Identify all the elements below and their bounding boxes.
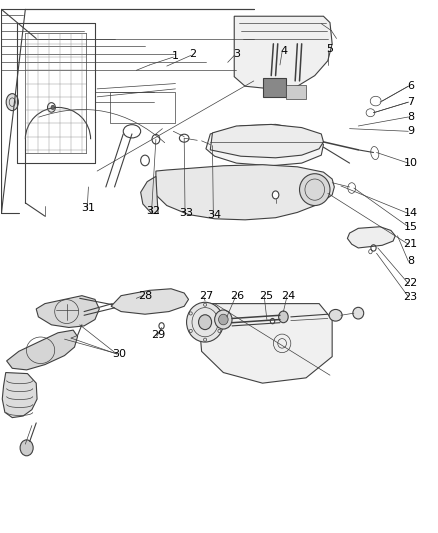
Ellipse shape — [159, 322, 164, 329]
Ellipse shape — [353, 308, 364, 319]
Text: 10: 10 — [403, 158, 417, 168]
Bar — [110, 92, 176, 123]
Polygon shape — [210, 124, 323, 158]
Text: 4: 4 — [281, 46, 288, 56]
Text: 8: 8 — [407, 112, 414, 122]
Polygon shape — [199, 304, 332, 383]
Text: 25: 25 — [259, 290, 273, 301]
Ellipse shape — [300, 174, 330, 206]
Text: 23: 23 — [403, 292, 417, 302]
Text: 32: 32 — [146, 206, 160, 216]
Polygon shape — [206, 124, 323, 166]
Ellipse shape — [187, 302, 223, 342]
Polygon shape — [234, 16, 332, 89]
Text: 6: 6 — [407, 81, 414, 91]
Bar — [286, 85, 306, 100]
Ellipse shape — [20, 440, 33, 456]
Polygon shape — [36, 296, 99, 327]
Polygon shape — [2, 373, 37, 418]
Text: 7: 7 — [407, 97, 414, 107]
Ellipse shape — [215, 310, 232, 329]
Text: 3: 3 — [233, 50, 240, 59]
Text: 5: 5 — [326, 44, 333, 54]
Bar — [262, 78, 286, 97]
Text: 29: 29 — [151, 330, 165, 341]
Ellipse shape — [152, 134, 160, 144]
Text: 14: 14 — [403, 208, 417, 219]
Ellipse shape — [59, 334, 70, 344]
Polygon shape — [7, 330, 78, 370]
Text: 8: 8 — [407, 256, 414, 266]
Text: 27: 27 — [199, 290, 213, 301]
Text: 15: 15 — [403, 222, 417, 232]
Text: 24: 24 — [282, 290, 296, 301]
Ellipse shape — [6, 94, 18, 111]
Ellipse shape — [51, 106, 54, 110]
Text: 31: 31 — [81, 203, 95, 213]
Text: 2: 2 — [189, 50, 197, 59]
Ellipse shape — [270, 318, 275, 324]
Text: 22: 22 — [403, 278, 417, 288]
Ellipse shape — [329, 310, 342, 321]
Text: 21: 21 — [403, 239, 417, 249]
Ellipse shape — [272, 191, 279, 199]
Text: 9: 9 — [407, 126, 414, 136]
Polygon shape — [141, 176, 158, 214]
Ellipse shape — [279, 311, 288, 322]
Text: 34: 34 — [208, 210, 222, 220]
Polygon shape — [156, 165, 334, 220]
Text: 1: 1 — [172, 51, 179, 61]
Text: 28: 28 — [138, 290, 152, 301]
Ellipse shape — [219, 314, 228, 325]
Text: 30: 30 — [112, 349, 126, 359]
Text: 26: 26 — [230, 290, 244, 301]
Polygon shape — [111, 289, 188, 314]
Polygon shape — [347, 227, 395, 248]
Ellipse shape — [198, 315, 212, 329]
Text: 33: 33 — [179, 208, 193, 219]
